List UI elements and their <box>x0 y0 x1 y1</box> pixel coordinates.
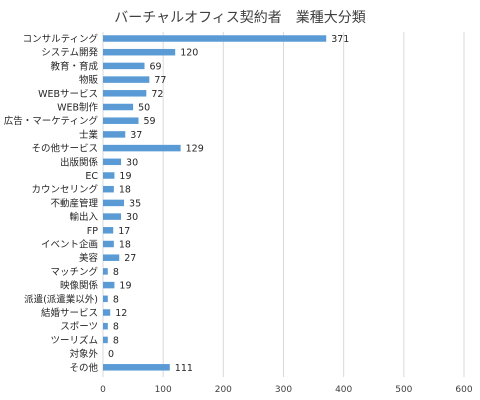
bar <box>103 185 114 193</box>
data-label: 8 <box>113 322 119 333</box>
bar <box>103 254 120 261</box>
data-label: 69 <box>150 61 162 72</box>
x-tick-label: 400 <box>335 385 352 395</box>
data-label: 17 <box>118 226 130 237</box>
data-label: 30 <box>126 212 138 223</box>
bar <box>103 281 115 289</box>
data-label: 12 <box>115 308 127 319</box>
data-label: 18 <box>119 185 131 196</box>
gridlines <box>102 32 465 377</box>
data-label: 30 <box>126 157 138 168</box>
category-label: イベント企画 <box>41 239 98 251</box>
category-label: 結婚サービス <box>41 307 98 319</box>
x-axis-ticks: 0 100 200 300 400 500 600 <box>100 385 473 395</box>
chart-title: バーチャルオフィス契約者 業種大分類 <box>114 10 366 26</box>
data-label: 35 <box>129 198 141 209</box>
bar <box>103 309 111 316</box>
data-label: 27 <box>124 253 136 264</box>
category-label: 美容 <box>79 252 99 264</box>
data-label: 77 <box>154 75 166 86</box>
category-label: WEB制作 <box>57 102 98 114</box>
category-label: その他 <box>69 362 98 374</box>
data-label: 19 <box>119 171 131 182</box>
category-label: ツーリズム <box>50 334 98 346</box>
data-label: 129 <box>186 144 204 155</box>
bar <box>103 364 170 371</box>
category-label: 出版関係 <box>60 156 99 168</box>
x-tick-label: 100 <box>155 385 172 395</box>
category-label: 士業 <box>79 129 99 141</box>
bar <box>103 76 150 83</box>
bar <box>103 131 126 138</box>
category-label: 対象外 <box>69 348 98 360</box>
data-label: 371 <box>331 34 349 45</box>
category-label: WEBサービス <box>38 89 98 100</box>
bar <box>103 336 108 344</box>
data-label: 18 <box>119 240 131 251</box>
bar <box>103 172 115 179</box>
data-label: 111 <box>175 363 193 374</box>
x-tick-label: 500 <box>395 385 412 395</box>
category-label: EC <box>85 171 98 182</box>
category-label: コンサルティング <box>23 33 99 45</box>
data-label: 37 <box>130 130 142 141</box>
bar <box>103 158 122 166</box>
x-tick-label: 0 <box>100 385 106 395</box>
category-label: FP <box>87 226 98 237</box>
bar <box>103 268 108 275</box>
bar <box>103 103 134 111</box>
category-label: 輸出入 <box>69 211 98 223</box>
data-label: 19 <box>119 281 131 292</box>
bars <box>103 35 327 371</box>
bar <box>103 227 114 234</box>
category-label: 派遣(派遣業以外) <box>24 293 98 305</box>
data-label: 8 <box>113 335 119 346</box>
data-label: 59 <box>143 116 155 127</box>
data-labels: 3711206977725059371293019183530171827819… <box>108 34 349 374</box>
x-tick-label: 300 <box>275 385 292 395</box>
category-label: 物販 <box>79 74 99 86</box>
bar <box>103 144 181 152</box>
bar <box>103 62 145 70</box>
category-label: 不動産管理 <box>50 197 98 209</box>
bar <box>103 322 108 330</box>
category-label: マッチング <box>50 266 98 278</box>
data-label: 72 <box>151 89 163 100</box>
bar <box>103 48 176 56</box>
category-label: 広告・マーケティング <box>4 115 99 127</box>
bar <box>103 295 108 303</box>
category-label: その他サービス <box>31 143 98 155</box>
x-tick-label: 600 <box>455 385 472 395</box>
bar <box>103 240 114 248</box>
data-label: 8 <box>113 267 119 278</box>
category-label: 教育・育成 <box>50 60 98 72</box>
data-label: 8 <box>113 294 119 305</box>
category-label: 映像関係 <box>60 280 99 292</box>
category-label: カウンセリング <box>31 184 98 196</box>
data-label: 0 <box>108 349 114 360</box>
category-label: システム開発 <box>41 47 98 59</box>
bar <box>103 213 122 220</box>
data-label: 120 <box>180 48 198 59</box>
x-tick-label: 200 <box>215 385 232 395</box>
data-label: 50 <box>138 103 150 114</box>
category-label: スポーツ <box>60 322 98 333</box>
bar <box>103 35 327 42</box>
bar <box>103 90 147 97</box>
bar <box>103 199 125 207</box>
bar <box>103 117 139 124</box>
